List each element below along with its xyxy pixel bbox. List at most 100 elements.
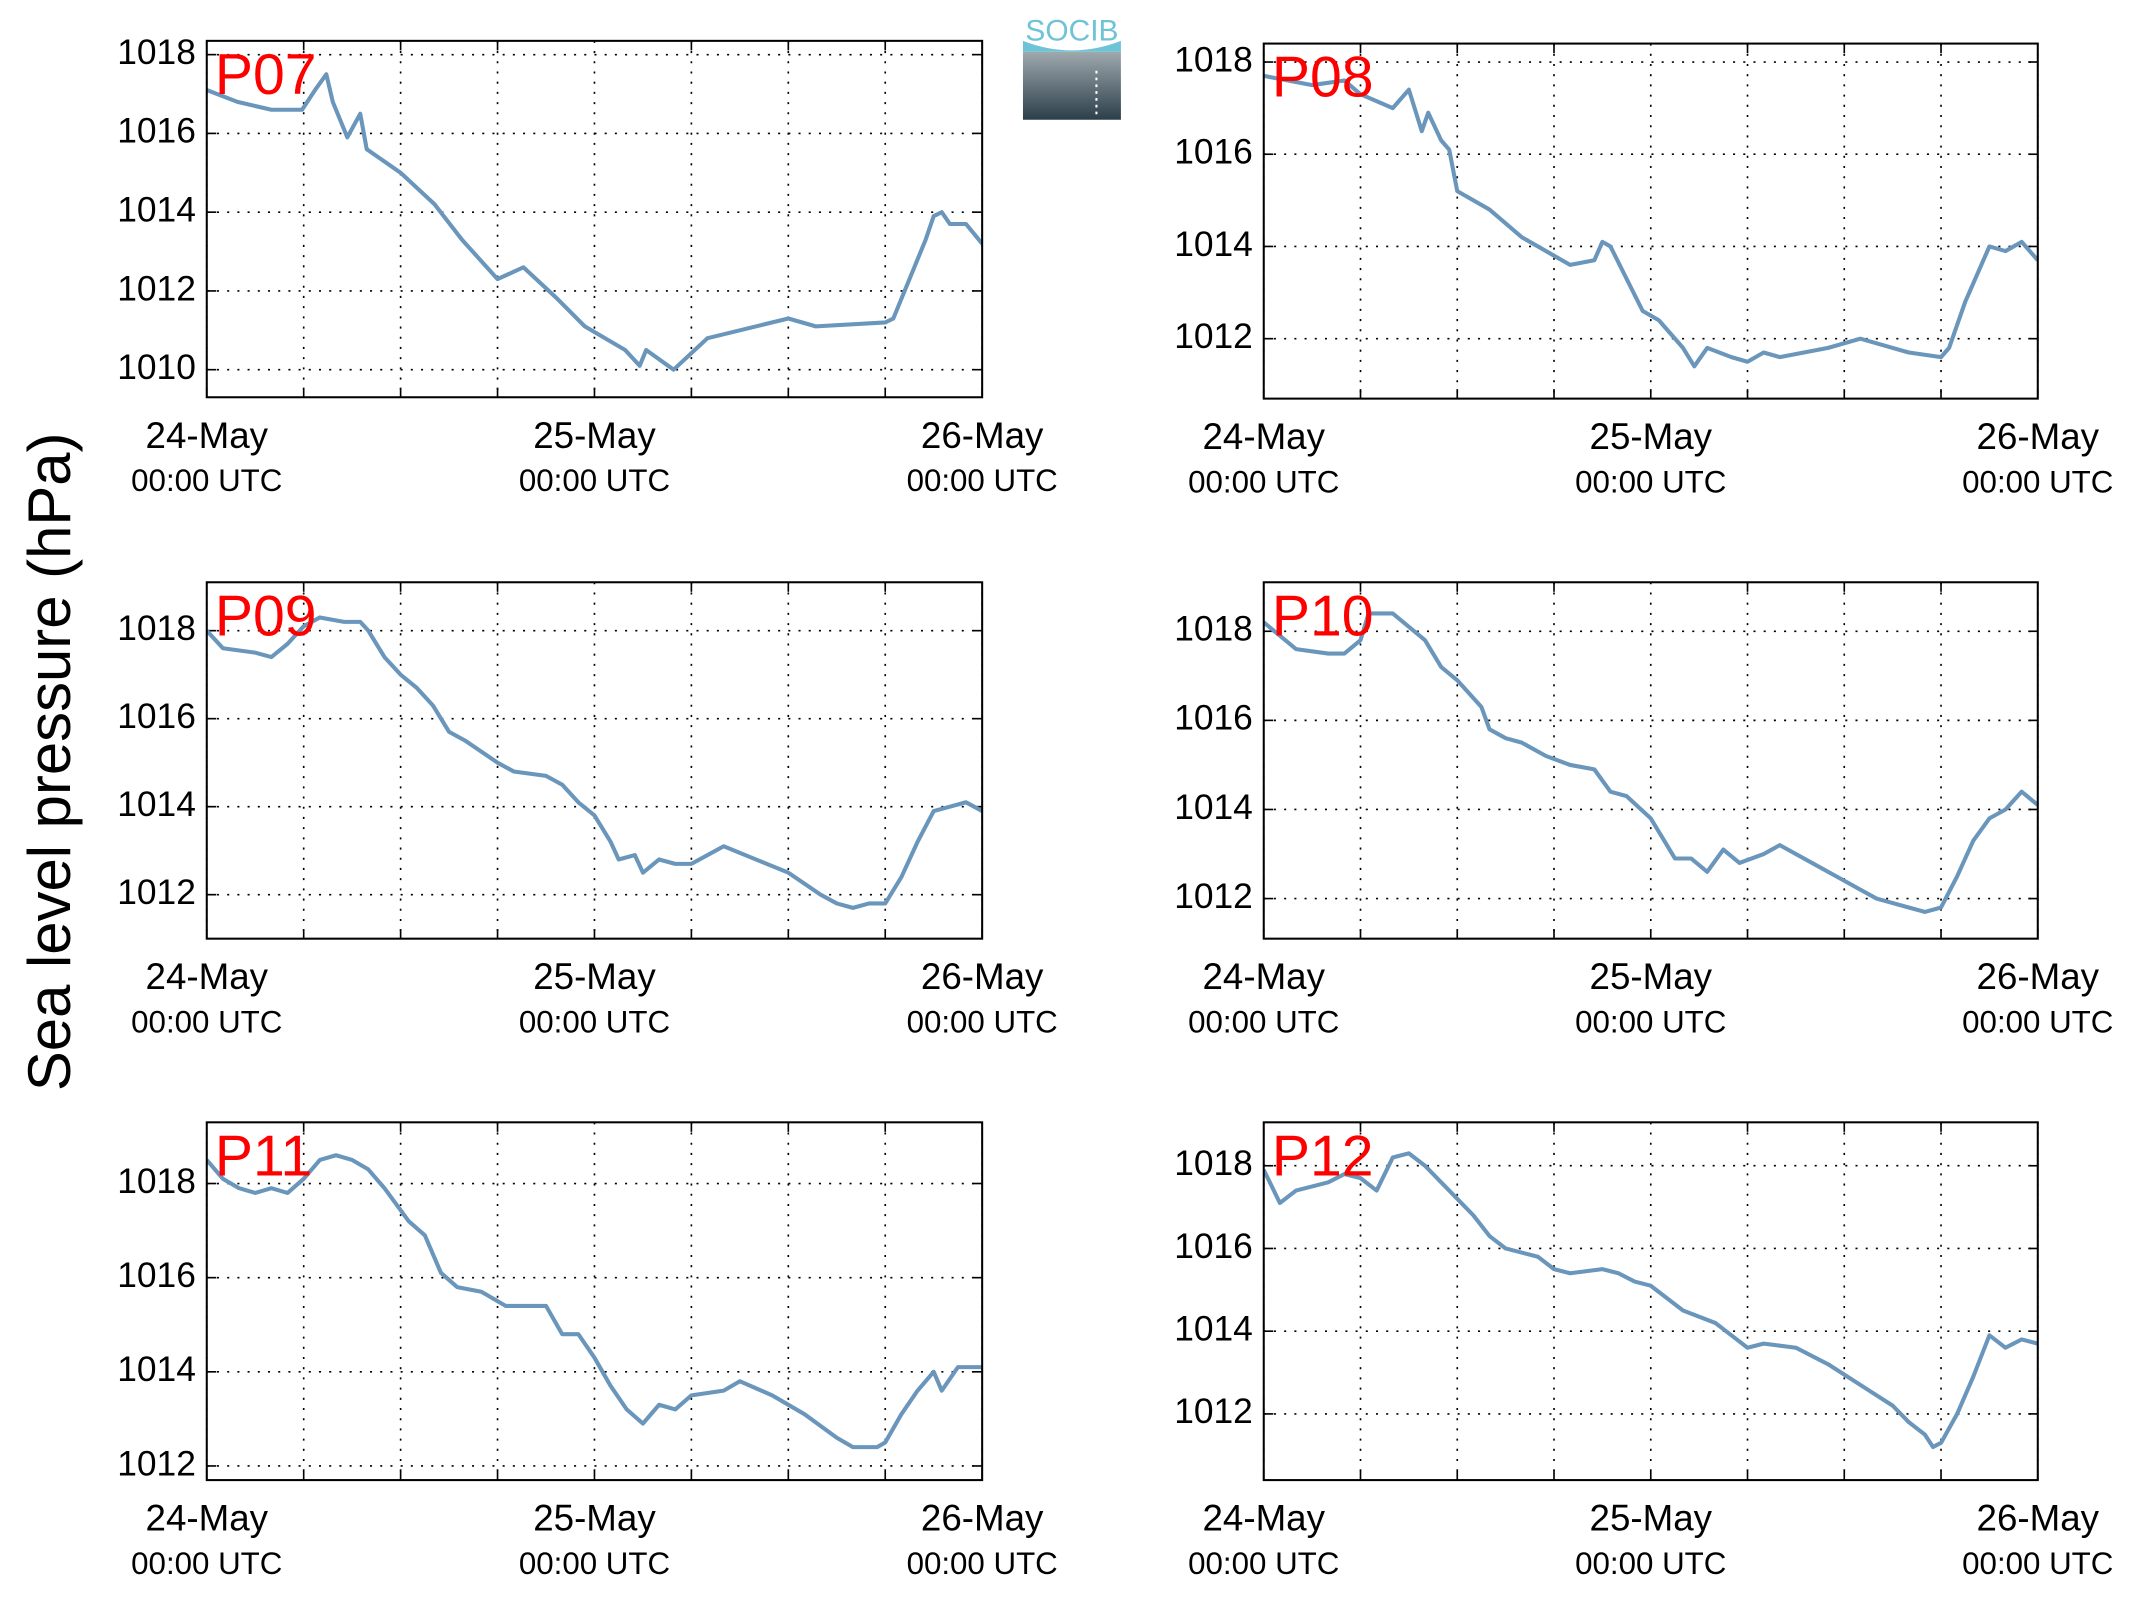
x-tick-label: 25-May xyxy=(533,415,656,456)
x-tick-sublabel: 00:00 UTC xyxy=(1575,1005,1726,1040)
data-line xyxy=(1263,73,2038,369)
y-axis-label: Sea level pressure (hPa) xyxy=(16,433,83,1092)
y-tick-label: 1018 xyxy=(1174,610,1253,649)
series xyxy=(206,1153,983,1450)
plot-area xyxy=(206,582,983,939)
x-tick-sublabel: 00:00 UTC xyxy=(131,463,282,498)
series xyxy=(206,615,983,910)
plot-area xyxy=(206,1122,983,1481)
data-line xyxy=(206,72,983,372)
plot-frame xyxy=(1262,581,2039,940)
y-tick-label: 1016 xyxy=(117,112,196,151)
subplot: 1012 1014 1016 1018 24-May 00:00 UTC 25-May 00:… xyxy=(117,581,1058,1040)
y-tick-label: 1012 xyxy=(117,1444,196,1483)
panel-title: P10 xyxy=(1272,584,1374,648)
x-tick-label: 26-May xyxy=(1977,416,2100,457)
x-tick-label: 24-May xyxy=(1203,1498,1326,1539)
data-line xyxy=(1263,1151,2038,1450)
x-tick-label: 25-May xyxy=(1590,1498,1713,1539)
y-tick-label: 1012 xyxy=(1174,1392,1253,1431)
x-tick-label: 25-May xyxy=(533,1498,656,1539)
y-tick-label: 1014 xyxy=(1174,1310,1253,1349)
x-tick-sublabel: 00:00 UTC xyxy=(1188,1005,1339,1040)
x-tick-sublabel: 00:00 UTC xyxy=(1962,465,2113,500)
y-tick-label: 1018 xyxy=(117,609,196,648)
logo: SOCIB xyxy=(1022,15,1121,120)
plot-frame xyxy=(205,1121,984,1482)
x-tick-sublabel: 00:00 UTC xyxy=(519,1546,670,1581)
subplot: 1012 1014 1016 1018 24-May 00:00 UTC 25-May 00:… xyxy=(1174,581,2113,1040)
logo-box xyxy=(1022,51,1121,120)
panel-title: P08 xyxy=(1272,46,1374,110)
x-tick-label: 26-May xyxy=(1977,956,2100,997)
y-tick-label: 1018 xyxy=(1174,1144,1253,1183)
x-tick-label: 26-May xyxy=(921,415,1044,456)
plot-frame xyxy=(205,581,984,940)
x-tick-sublabel: 00:00 UTC xyxy=(519,1005,670,1040)
y-tick-label: 1016 xyxy=(117,1256,196,1295)
logo-text: SOCIB xyxy=(1025,15,1118,48)
x-tick-sublabel: 00:00 UTC xyxy=(1575,465,1726,500)
data-line xyxy=(1263,611,2038,914)
series xyxy=(206,72,983,372)
x-tick-label: 24-May xyxy=(146,1498,269,1539)
x-tick-sublabel: 00:00 UTC xyxy=(907,1546,1058,1581)
y-tick-label: 1010 xyxy=(117,348,196,387)
x-tick-label: 26-May xyxy=(921,1498,1044,1539)
plot-area xyxy=(1263,1122,2038,1481)
series xyxy=(1263,611,2038,914)
plot-area xyxy=(1263,43,2038,399)
subplot: 1012 1014 1016 1018 24-May 00:00 UTC 25-May 00:… xyxy=(117,1121,1058,1581)
plot-area xyxy=(206,40,983,398)
subplot: 1012 1014 1016 1018 24-May 00:00 UTC 25-May 00:… xyxy=(1174,40,2113,499)
x-tick-sublabel: 00:00 UTC xyxy=(1962,1546,2113,1581)
x-tick-label: 25-May xyxy=(1590,416,1713,457)
x-tick-label: 24-May xyxy=(146,956,269,997)
x-tick-sublabel: 00:00 UTC xyxy=(1188,1546,1339,1581)
subplot: 1012 1014 1016 1018 24-May 00:00 UTC 25-May 00:… xyxy=(1174,1121,2113,1581)
y-tick-label: 1016 xyxy=(1174,133,1253,172)
y-tick-label: 1016 xyxy=(1174,699,1253,738)
panel-title: P07 xyxy=(215,43,317,107)
x-tick-label: 26-May xyxy=(921,956,1044,997)
x-tick-sublabel: 00:00 UTC xyxy=(1962,1005,2113,1040)
logo-wave xyxy=(1022,40,1121,52)
x-tick-label: 24-May xyxy=(146,415,269,456)
plot-area xyxy=(1263,582,2038,939)
x-tick-label: 24-May xyxy=(1203,956,1326,997)
y-tick-label: 1012 xyxy=(117,873,196,912)
y-tick-label: 1018 xyxy=(117,33,196,72)
x-tick-label: 24-May xyxy=(1203,416,1326,457)
y-tick-label: 1014 xyxy=(1174,788,1253,827)
y-tick-label: 1014 xyxy=(1174,225,1253,264)
y-tick-label: 1016 xyxy=(117,697,196,736)
y-tick-label: 1014 xyxy=(117,191,196,230)
y-tick-label: 1014 xyxy=(117,785,196,824)
y-tick-label: 1018 xyxy=(117,1162,196,1201)
x-tick-sublabel: 00:00 UTC xyxy=(131,1546,282,1581)
x-tick-sublabel: 00:00 UTC xyxy=(1575,1546,1726,1581)
panel-title: P12 xyxy=(1272,1125,1374,1189)
x-tick-sublabel: 00:00 UTC xyxy=(519,463,670,498)
plot-frame xyxy=(1262,42,2039,400)
y-tick-label: 1016 xyxy=(1174,1227,1253,1266)
y-tick-label: 1018 xyxy=(1174,40,1253,79)
data-line xyxy=(206,615,983,910)
x-tick-sublabel: 00:00 UTC xyxy=(907,463,1058,498)
panel-title: P09 xyxy=(215,584,317,648)
y-tick-label: 1012 xyxy=(117,269,196,308)
data-line xyxy=(206,1153,983,1450)
series xyxy=(1263,1151,2038,1450)
y-tick-label: 1014 xyxy=(117,1350,196,1389)
plot-frame xyxy=(205,39,984,399)
x-tick-label: 25-May xyxy=(1590,956,1713,997)
x-tick-label: 25-May xyxy=(533,956,656,997)
x-tick-sublabel: 00:00 UTC xyxy=(907,1005,1058,1040)
x-tick-label: 26-May xyxy=(1977,1498,2100,1539)
series xyxy=(1263,73,2038,369)
y-tick-label: 1012 xyxy=(1174,317,1253,356)
x-tick-sublabel: 00:00 UTC xyxy=(1188,465,1339,500)
plot-frame xyxy=(1262,1121,2039,1482)
